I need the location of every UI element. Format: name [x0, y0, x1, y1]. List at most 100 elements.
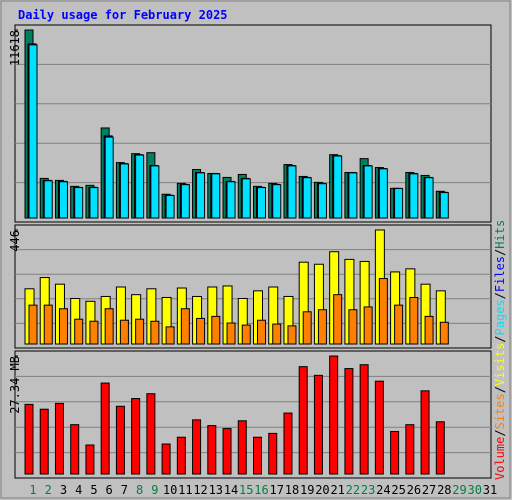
bar [237, 420, 247, 475]
bar [241, 178, 251, 219]
bar [348, 172, 358, 219]
bar [344, 368, 354, 475]
bar [283, 412, 293, 475]
bar [257, 319, 266, 345]
bar [70, 424, 80, 475]
bar [58, 308, 68, 345]
x-tick-label: 1 [29, 483, 36, 497]
x-tick-label: 18 [285, 483, 299, 497]
x-tick-label: 3 [60, 483, 67, 497]
x-tick-label: 12 [193, 483, 207, 497]
legend-entry: Volume [493, 437, 507, 480]
bar [135, 318, 145, 345]
x-tick-label: 23 [361, 483, 375, 497]
bar [329, 355, 339, 475]
bar [268, 432, 278, 475]
x-tick-label: 6 [106, 483, 113, 497]
x-tick-label: 17 [270, 483, 284, 497]
x-tick-label: 22 [346, 483, 360, 497]
x-tick-label: 27 [422, 483, 436, 497]
bar [43, 180, 53, 219]
bar [298, 366, 308, 475]
bar [211, 315, 221, 345]
bar [409, 173, 419, 219]
bar [150, 320, 160, 345]
x-tick-label: 16 [254, 483, 268, 497]
x-tick-label: 24 [376, 483, 390, 497]
bar [85, 444, 95, 475]
legend-separator: / [493, 429, 507, 436]
bar [226, 181, 236, 219]
bar [196, 172, 206, 219]
bar [405, 424, 415, 475]
bar [272, 184, 282, 219]
bar [211, 173, 221, 219]
legend-separator: / [493, 335, 507, 342]
x-tick-label: 19 [300, 483, 314, 497]
bar [115, 405, 125, 475]
bar [24, 403, 34, 475]
x-tick-label: 4 [75, 483, 82, 497]
y-tick-label: 446 [8, 230, 22, 252]
x-tick-label: 29 [452, 483, 466, 497]
bar [317, 309, 327, 345]
bar [58, 181, 68, 219]
bar [253, 436, 262, 475]
bar [207, 425, 217, 475]
bar [192, 419, 202, 475]
x-tick-label: 25 [391, 483, 405, 497]
x-tick-label: 10 [163, 483, 177, 497]
y-tick-label: 11618 [8, 30, 22, 66]
bar [317, 183, 327, 219]
bar [180, 184, 190, 219]
legend-separator: / [493, 386, 507, 393]
bar [119, 163, 129, 219]
bar [39, 408, 49, 475]
bar [394, 188, 404, 219]
bar [74, 187, 84, 219]
bar [180, 308, 190, 345]
bar [28, 304, 38, 345]
bar [390, 430, 400, 475]
bar [333, 155, 343, 219]
bar [165, 195, 175, 219]
bar [176, 436, 186, 475]
legend-entry: Pages [493, 299, 507, 335]
bar [424, 177, 434, 219]
bar [135, 154, 145, 219]
bar [287, 325, 297, 345]
chart-title: Daily usage for February 2025 [18, 8, 228, 22]
legend-entry: Hits [493, 220, 507, 249]
x-tick-label: 30 [468, 483, 482, 497]
x-tick-label: 5 [90, 483, 97, 497]
bar [89, 320, 99, 345]
x-tick-label: 8 [136, 483, 143, 497]
bar [439, 321, 449, 345]
legend-separator: / [493, 292, 507, 299]
bar [150, 165, 160, 219]
x-tick-label: 11 [178, 483, 192, 497]
x-tick-label: 9 [151, 483, 158, 497]
bar [287, 165, 297, 219]
bar [424, 315, 434, 345]
bar [226, 322, 236, 345]
bar [374, 380, 384, 475]
legend-separator: / [493, 249, 507, 256]
x-tick-label: 7 [121, 483, 128, 497]
bar [409, 296, 419, 345]
bar [104, 308, 114, 345]
x-tick-label: 13 [209, 483, 223, 497]
bar [131, 398, 141, 475]
bar [359, 364, 369, 475]
x-tick-label: 2 [45, 483, 52, 497]
bar [104, 136, 114, 219]
bar [165, 326, 175, 345]
bar [100, 382, 110, 475]
x-tick-label: 14 [224, 483, 238, 497]
bar [313, 374, 323, 475]
bar [439, 192, 449, 219]
x-tick-label: 15 [239, 483, 253, 497]
